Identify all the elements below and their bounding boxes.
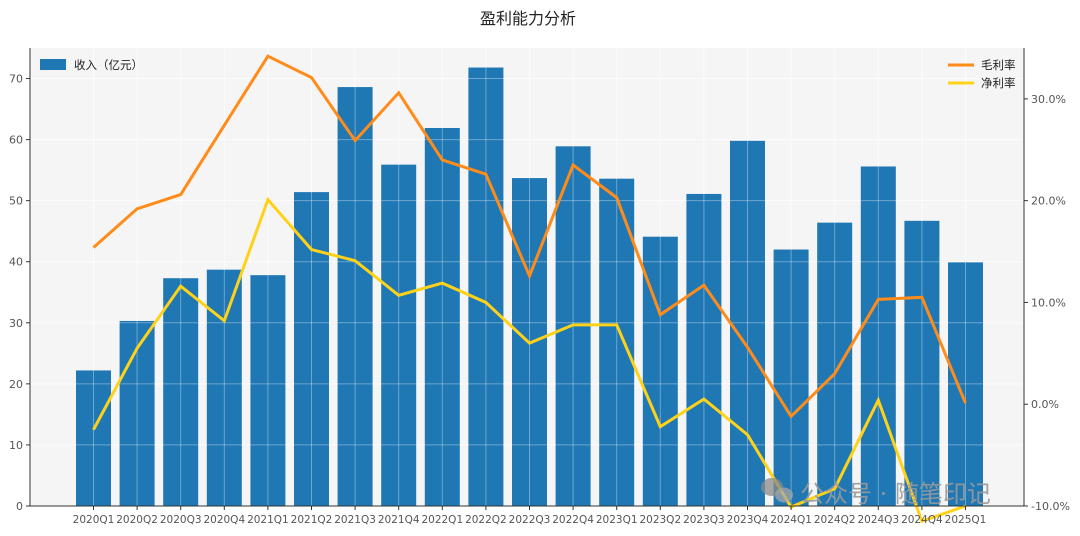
x-tick-label: 2023Q3 [683, 514, 725, 526]
revenue-bar [860, 166, 896, 506]
y-right-tick-label: 0.0% [1031, 398, 1059, 411]
legend-revenue-swatch [40, 59, 66, 70]
margin-lines [92, 54, 967, 524]
x-tick-label: 2022Q1 [421, 514, 463, 526]
revenue-bar [948, 262, 983, 506]
y-left-tick-label: 10 [9, 439, 23, 452]
wechat-logo [761, 478, 793, 503]
x-tick-label: 2024Q2 [814, 514, 856, 526]
chart-title: 盈利能力分析 [480, 9, 576, 28]
x-tick-label: 2024Q4 [901, 514, 943, 526]
legend-gross-margin-label: 毛利率 [981, 58, 1016, 72]
net-margin-line [92, 196, 966, 524]
y-right-tick-label: 20.0% [1031, 195, 1066, 208]
x-tick-label: 2020Q4 [203, 514, 245, 526]
revenue-bar [730, 140, 765, 506]
revenue-bar [468, 67, 504, 507]
revenue-bar [119, 320, 155, 506]
x-tick-label: 2020Q3 [160, 514, 202, 526]
y-left-tick-label: 70 [9, 73, 23, 86]
x-tick-label: 2025Q1 [945, 514, 987, 526]
revenue-bar [76, 370, 111, 506]
x-tick-label: 2024Q3 [857, 514, 899, 526]
x-tick-label: 2020Q1 [73, 514, 115, 526]
y-left-tick-label: 0 [16, 500, 23, 513]
revenue-bar [686, 193, 722, 506]
revenue-bar [599, 178, 635, 506]
revenue-bar [206, 269, 242, 506]
axes: 0 10 20 30 40 50 60 70 -10.0% 0.0% 10.0% 20.0% 30.0%… [9, 48, 1070, 526]
x-tick-label: 2023Q2 [639, 514, 681, 526]
y-left-tick-label: 50 [9, 195, 23, 208]
x-tick-label: 2021Q1 [247, 514, 289, 526]
gross-margin-line [92, 54, 967, 419]
x-tick-label: 2021Q2 [291, 514, 333, 526]
y-left-tick-label: 60 [9, 134, 23, 147]
watermark: 公众号 · 随笔印记 [761, 478, 991, 508]
revenue-bar [817, 222, 853, 506]
x-tick-label: 2024Q1 [770, 514, 812, 526]
x-tick-label: 2020Q2 [116, 514, 158, 526]
y-right-tick-label: 30.0% [1031, 93, 1066, 106]
revenue-bar [163, 278, 199, 506]
revenue-bar [424, 127, 460, 507]
y-right-tick-label: 10.0% [1031, 296, 1066, 309]
y-left-tick-label: 40 [9, 256, 23, 269]
y-left-tick-label: 30 [9, 317, 23, 330]
watermark-text: 公众号 · 随笔印记 [800, 480, 991, 508]
revenue-bar [337, 87, 373, 506]
legend-revenue-label: 收入（亿元） [74, 58, 143, 72]
revenue-bars [30, 48, 1024, 507]
legend-net-margin-label: 净利率 [981, 76, 1016, 90]
x-tick-label: 2022Q3 [509, 514, 551, 526]
x-tick-label: 2021Q3 [334, 514, 376, 526]
x-tick-label: 2022Q2 [465, 514, 507, 526]
revenue-bar [250, 275, 286, 506]
revenue-bar [773, 249, 809, 506]
revenue-bar [904, 220, 940, 506]
wechat-logo-bubble-small [775, 487, 793, 503]
y-left-tick-label: 20 [9, 378, 23, 391]
x-tick-label: 2022Q4 [552, 514, 594, 526]
y-right-tick-label: -10.0% [1031, 500, 1070, 513]
x-tick-label: 2023Q4 [727, 514, 769, 526]
revenue-bar [381, 164, 417, 506]
x-tick-label: 2021Q4 [378, 514, 420, 526]
revenue-bar [294, 192, 329, 506]
x-tick-label: 2023Q1 [596, 514, 638, 526]
